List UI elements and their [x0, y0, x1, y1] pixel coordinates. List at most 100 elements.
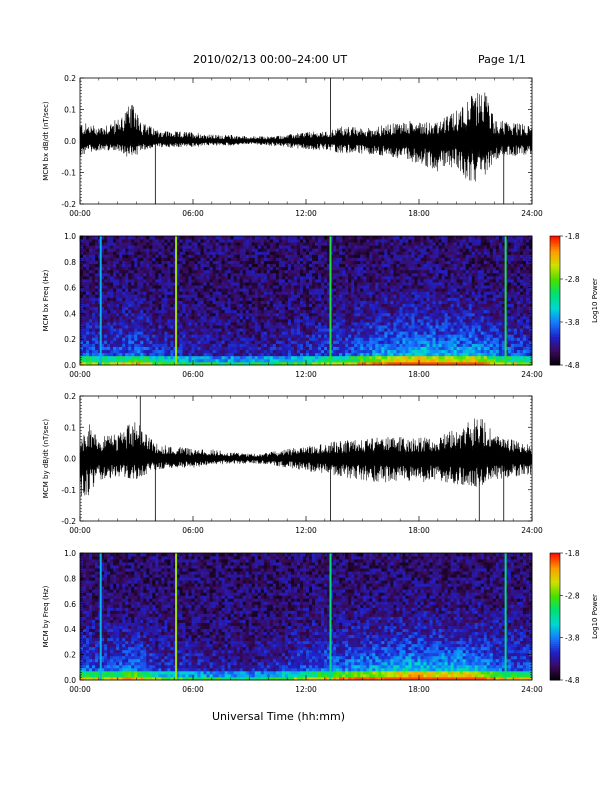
spectrogram-cell: [306, 248, 310, 252]
spectrogram-cell: [372, 358, 376, 363]
spectrogram-cell: [309, 282, 313, 286]
spectrogram-cell: [164, 331, 168, 335]
spectrogram-cell: [236, 285, 241, 289]
spectrogram-cell: [230, 315, 235, 320]
spectrogram-cell: [146, 251, 150, 255]
spectrogram-cell: [155, 257, 159, 261]
spectrogram-cell: [89, 358, 93, 363]
spectrogram-cell: [360, 349, 364, 354]
spectrogram-cell: [348, 294, 352, 298]
spectrogram-cell: [146, 279, 150, 283]
spectrogram-cell: [269, 288, 274, 292]
spectrogram-cell: [83, 322, 87, 326]
spectrogram-cell: [351, 257, 355, 261]
spectrogram-cell: [351, 303, 355, 308]
spectrogram-cell: [426, 315, 430, 320]
spectrogram-cell: [411, 322, 415, 326]
spectrogram-cell: [230, 331, 235, 335]
spectrogram-cell: [339, 318, 343, 323]
spectrogram-cell: [366, 248, 370, 252]
spectrogram-cell: [369, 275, 373, 280]
spectrogram-cell: [197, 282, 201, 286]
spectrogram-cell: [339, 272, 343, 277]
spectrogram-cell: [116, 340, 120, 344]
spectrogram-cell: [254, 343, 259, 347]
spectrogram-cell: [414, 328, 418, 332]
spectrogram-cell: [402, 279, 406, 283]
spectrogram-cell: [284, 239, 289, 243]
spectrogram-cell: [101, 322, 105, 326]
spectrogram-cell: [411, 269, 415, 274]
spectrogram-cell: [95, 325, 99, 329]
spectrogram-cell: [182, 269, 186, 274]
spectrogram-cell: [167, 254, 171, 258]
spectrogram-cell: [128, 328, 132, 332]
spectrogram-cell: [149, 355, 153, 360]
spectrogram-cell: [149, 322, 153, 326]
spectrogram-cell: [248, 288, 253, 292]
spectrogram-cell: [405, 260, 409, 265]
spectrogram-cell: [366, 337, 370, 341]
spectrogram-cell: [284, 257, 289, 261]
spectrogram-cell: [140, 331, 144, 335]
spectrogram-cell: [366, 328, 370, 332]
spectrogram-cell: [327, 263, 331, 268]
spectrogram-cell: [116, 263, 120, 268]
spectrogram-cell: [354, 291, 358, 295]
spectrogram-cell: [251, 322, 256, 326]
spectrogram-cell: [140, 349, 144, 354]
spectrogram-cell: [360, 331, 364, 335]
spectrogram-cell: [375, 334, 379, 338]
spectrogram-cell: [215, 352, 220, 357]
spectrogram-cell: [390, 282, 394, 286]
spectrogram-cell: [203, 297, 207, 301]
spectrogram-cell: [215, 291, 220, 295]
spectrogram-cell: [420, 355, 424, 360]
spectrogram-cell: [375, 300, 379, 304]
spectrogram-cell: [206, 318, 210, 323]
spectrogram-cell: [152, 282, 156, 286]
spectrogram-cell: [284, 334, 289, 338]
spectrogram-cell: [116, 300, 120, 304]
spectrogram-cell: [116, 297, 120, 301]
spectrogram-cell: [113, 279, 117, 283]
spectrogram-cell: [140, 257, 144, 261]
spectrogram-cell: [257, 285, 262, 289]
spectrogram-cell: [86, 251, 90, 255]
spectrogram-cell: [176, 309, 180, 314]
spectrogram-cell: [149, 294, 153, 298]
spectrogram-cell: [299, 282, 304, 286]
spectrogram-cell: [206, 297, 210, 301]
spectrogram-cell: [315, 257, 319, 261]
spectrogram-cell: [306, 257, 310, 261]
spectrogram-cell: [194, 318, 198, 323]
spectrogram-cell: [348, 318, 352, 323]
spectrogram-cell: [399, 260, 403, 265]
spectrogram-cell: [345, 269, 349, 274]
spectrogram-cell: [200, 242, 204, 246]
spectrogram-cell: [327, 334, 331, 338]
spectrogram-cell: [251, 239, 256, 243]
spectrogram-cell: [309, 239, 313, 243]
spectrogram-cell: [360, 340, 364, 344]
spectrogram-cell: [414, 248, 418, 252]
spectrogram-cell: [116, 294, 120, 298]
spectrogram-cell: [369, 242, 373, 246]
spectrogram-cell: [278, 352, 283, 357]
spectrogram-cell: [408, 306, 412, 311]
spectrogram-cell: [92, 239, 96, 243]
spectrogram-cell: [245, 251, 250, 255]
spectrogram-cell: [251, 349, 256, 354]
spectrogram-cell: [278, 355, 283, 360]
spectrogram-cell: [336, 245, 340, 249]
spectrogram-cell: [107, 279, 111, 283]
spectrogram-cell: [155, 349, 159, 354]
spectrogram-cell: [330, 349, 334, 354]
spectrogram-cell: [266, 358, 271, 363]
spectrogram-cell: [417, 309, 421, 314]
spectrogram-cell: [107, 303, 111, 308]
spectrogram-cell: [149, 337, 153, 341]
spectrogram-cell: [134, 248, 138, 252]
spectrogram-cell: [203, 257, 207, 261]
spectrogram-cell: [221, 236, 226, 240]
